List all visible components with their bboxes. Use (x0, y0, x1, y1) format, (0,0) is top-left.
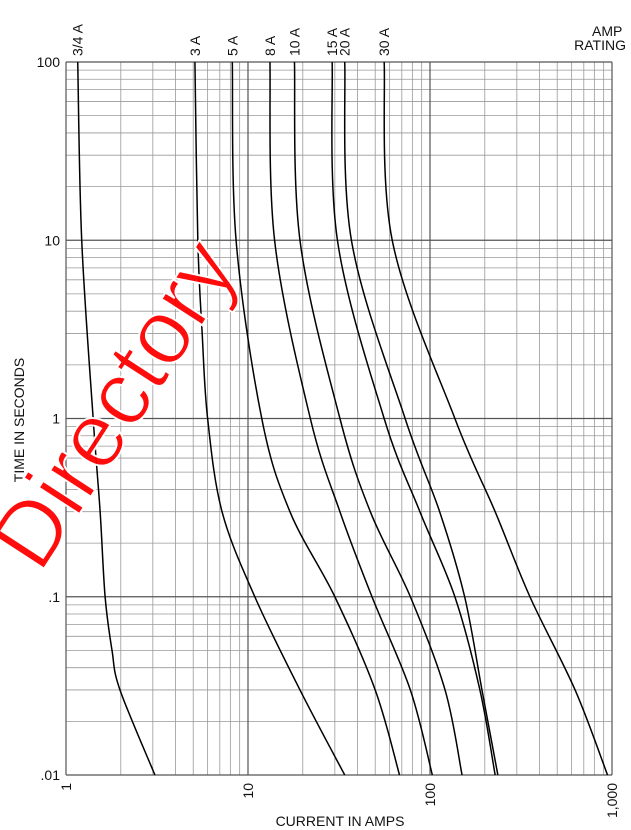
curve (76, 61, 156, 776)
curve (343, 61, 499, 776)
x-tick-label: 10 (240, 783, 256, 799)
curve (383, 61, 609, 776)
series-label: 30 A (376, 27, 392, 56)
x-axis-label: CURRENT IN AMPS (276, 813, 405, 829)
y-tick-label: 1 (52, 411, 60, 427)
y-tick-label: .01 (41, 767, 61, 783)
y-tick-label: 100 (37, 54, 61, 70)
curve (231, 61, 401, 776)
curve (331, 61, 496, 776)
series-label: 3/4 A (70, 23, 86, 56)
annotation: AMP RATING (574, 23, 626, 53)
y-tick-label: 10 (44, 232, 60, 248)
x-tick-label: 100 (422, 783, 438, 807)
curve (194, 61, 346, 776)
curve (269, 61, 434, 776)
series-label: 20 A (337, 27, 353, 56)
series-label: 5 A (224, 35, 240, 56)
curve (293, 61, 463, 776)
watermark: Directory (0, 222, 257, 586)
x-tick-label: 1,000 (604, 783, 620, 818)
annotation-text: RATING (574, 37, 626, 53)
annotation-text: AMP (592, 23, 622, 39)
series-label: 15 A (324, 27, 340, 56)
series-label: 3 A (187, 35, 203, 56)
series-label: 10 A (286, 27, 302, 56)
y-axis-label: TIME IN SECONDS (11, 358, 27, 482)
series-label: 8 A (262, 35, 278, 56)
x-tick-label: 1 (58, 783, 74, 791)
y-tick-label: .1 (48, 589, 60, 605)
